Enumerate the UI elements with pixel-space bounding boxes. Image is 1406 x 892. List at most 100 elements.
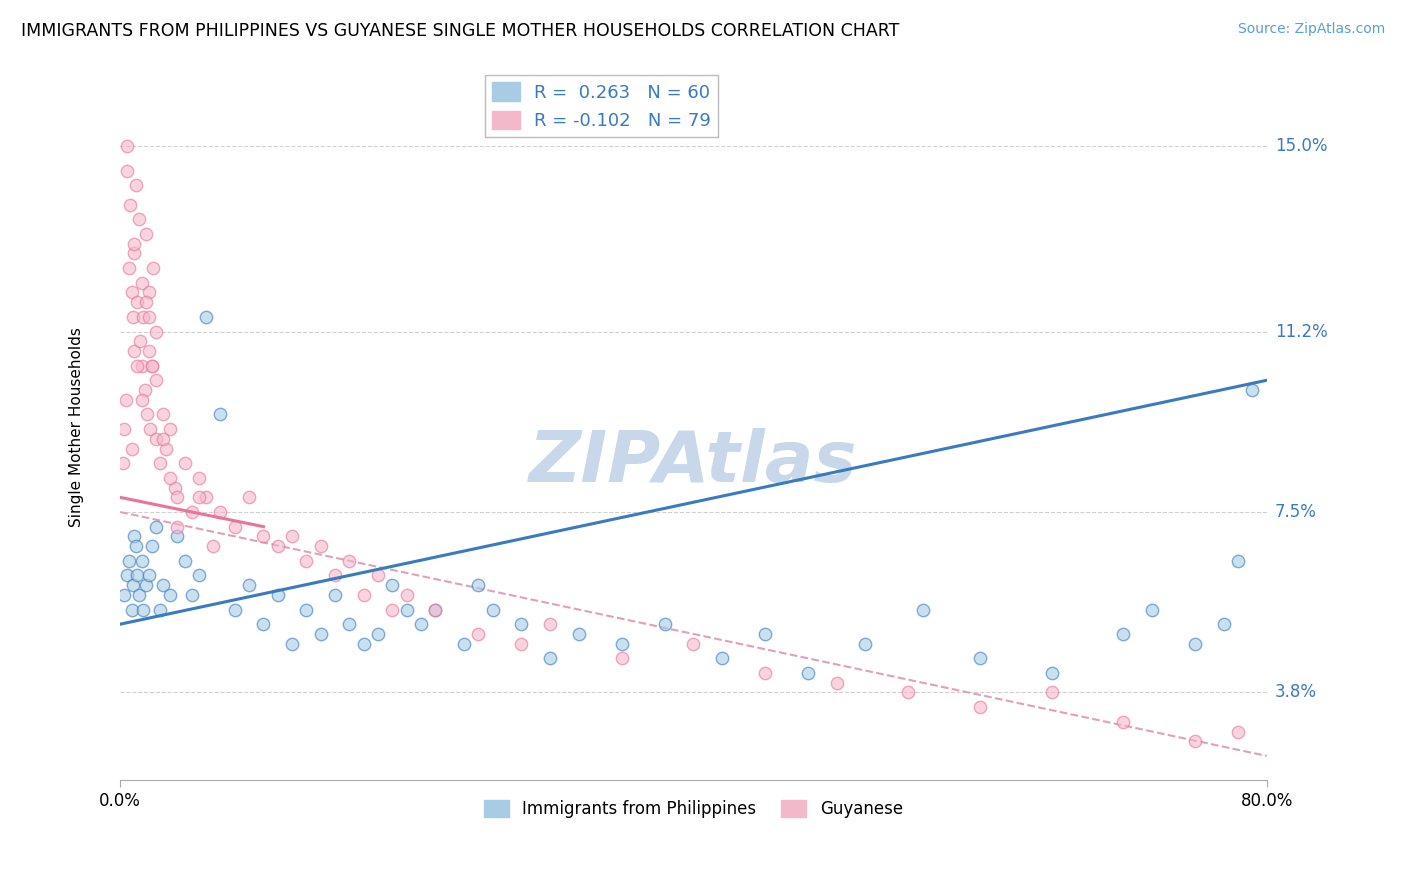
Point: [209, 505, 232, 519]
Point: [467, 627, 489, 641]
Point: [467, 578, 489, 592]
Point: [969, 651, 991, 665]
Point: [1184, 734, 1206, 748]
Point: [166, 529, 188, 543]
Point: [127, 568, 149, 582]
Point: [131, 392, 153, 407]
Point: [118, 554, 141, 568]
Point: [121, 442, 143, 456]
Point: [159, 422, 181, 436]
Point: [138, 310, 160, 324]
Point: [180, 588, 202, 602]
Point: [163, 481, 186, 495]
Point: [131, 359, 153, 373]
Point: [1212, 617, 1234, 632]
Point: [367, 568, 389, 582]
Point: [538, 651, 561, 665]
Point: [510, 617, 533, 632]
Point: [188, 491, 211, 505]
Point: [124, 246, 146, 260]
Point: [754, 627, 776, 641]
Text: Source: ZipAtlas.com: Source: ZipAtlas.com: [1237, 22, 1385, 37]
Point: [131, 276, 153, 290]
Point: [797, 665, 820, 680]
Point: [323, 588, 346, 602]
Point: [180, 505, 202, 519]
Point: [610, 651, 633, 665]
Point: [911, 602, 934, 616]
Point: [610, 637, 633, 651]
Point: [117, 568, 139, 582]
Point: [121, 285, 143, 300]
Point: [114, 588, 136, 602]
Point: [173, 456, 195, 470]
Point: [309, 539, 332, 553]
Point: [224, 519, 246, 533]
Point: [142, 261, 165, 276]
Point: [202, 539, 225, 553]
Point: [145, 519, 167, 533]
Point: [754, 665, 776, 680]
Point: [135, 227, 157, 241]
Point: [897, 685, 920, 699]
Point: [120, 197, 142, 211]
Text: 7.5%: 7.5%: [1275, 503, 1317, 521]
Point: [411, 617, 433, 632]
Point: [395, 588, 418, 602]
Text: 3.8%: 3.8%: [1275, 683, 1317, 701]
Point: [309, 627, 332, 641]
Point: [238, 491, 260, 505]
Point: [125, 178, 148, 193]
Point: [152, 578, 174, 592]
Point: [149, 456, 172, 470]
Point: [1112, 627, 1135, 641]
Point: [281, 637, 304, 651]
Point: [145, 325, 167, 339]
Point: [510, 637, 533, 651]
Point: [323, 568, 346, 582]
Point: [195, 310, 218, 324]
Point: [149, 602, 172, 616]
Point: [135, 578, 157, 592]
Point: [425, 602, 447, 616]
Point: [166, 519, 188, 533]
Point: [127, 359, 149, 373]
Point: [141, 359, 163, 373]
Point: [136, 408, 159, 422]
Point: [654, 617, 676, 632]
Point: [111, 456, 134, 470]
Point: [145, 432, 167, 446]
Point: [1040, 685, 1063, 699]
Point: [367, 627, 389, 641]
Point: [159, 588, 181, 602]
Point: [853, 637, 876, 651]
Point: [125, 539, 148, 553]
Point: [238, 578, 260, 592]
Point: [209, 408, 232, 422]
Point: [188, 568, 211, 582]
Point: [353, 637, 375, 651]
Point: [267, 588, 290, 602]
Point: [339, 617, 361, 632]
Point: [481, 602, 503, 616]
Point: [281, 529, 304, 543]
Legend: Immigrants from Philippines, Guyanese: Immigrants from Philippines, Guyanese: [477, 794, 910, 825]
Point: [267, 539, 290, 553]
Point: [395, 602, 418, 616]
Point: [127, 295, 149, 310]
Point: [155, 442, 177, 456]
Text: IMMIGRANTS FROM PHILIPPINES VS GUYANESE SINGLE MOTHER HOUSEHOLDS CORRELATION CHA: IMMIGRANTS FROM PHILIPPINES VS GUYANESE …: [21, 22, 900, 40]
Point: [128, 588, 150, 602]
Point: [152, 432, 174, 446]
Point: [118, 261, 141, 276]
Text: Single Mother Households: Single Mother Households: [69, 326, 84, 526]
Point: [128, 212, 150, 227]
Point: [381, 602, 404, 616]
Point: [122, 578, 145, 592]
Point: [131, 554, 153, 568]
Point: [224, 602, 246, 616]
Point: [1112, 714, 1135, 729]
Point: [124, 529, 146, 543]
Point: [173, 554, 195, 568]
Point: [138, 285, 160, 300]
